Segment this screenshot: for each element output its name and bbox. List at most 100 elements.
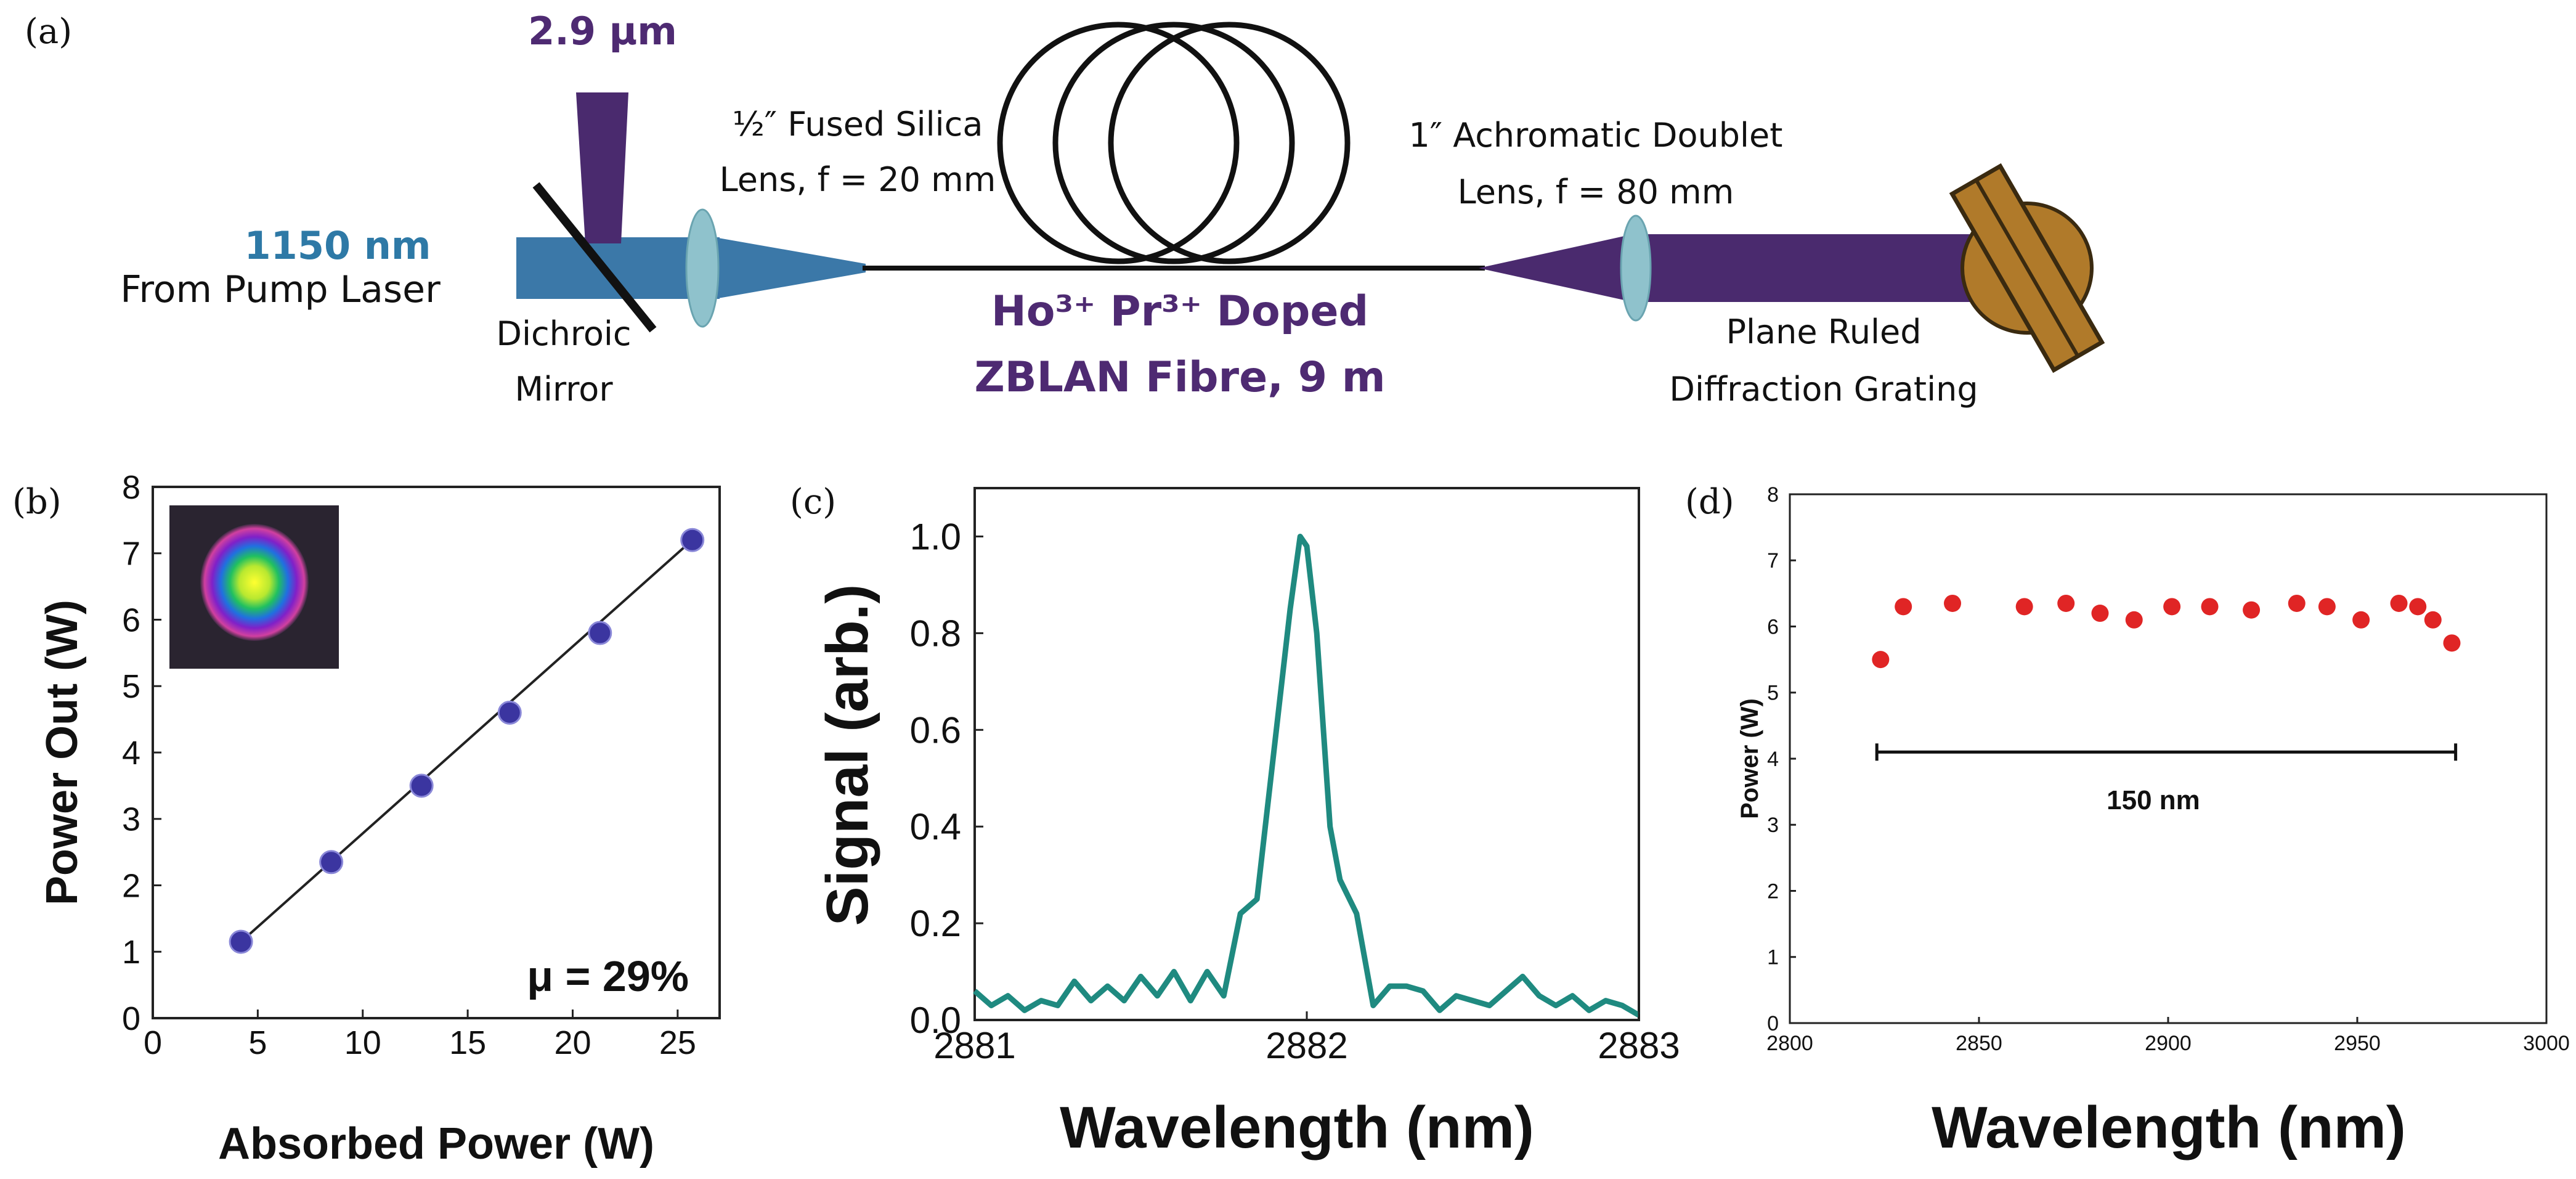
grating-label-line1: Plane Ruled [1726, 312, 1921, 351]
y-tick-label: 0 [1767, 1012, 1779, 1035]
x-axis-label: Wavelength (nm) [1932, 1095, 2406, 1161]
grating-label-line2: Diffraction Grating [1669, 370, 1978, 409]
lens1-label-line1: ½″ Fused Silica [733, 105, 983, 144]
achromatic-doublet-lens [1620, 214, 1652, 322]
output-wavelength-label: 2.9 µm [528, 9, 677, 54]
data-point [680, 528, 705, 552]
y-tick-label: 4 [1767, 748, 1779, 771]
y-tick-label: 0.6 [910, 709, 961, 751]
output-beam-vertical [576, 92, 628, 243]
x-tick-label: 5 [248, 1024, 267, 1061]
panel-label-a: (a) [25, 12, 72, 52]
output-beam-collimated [1630, 234, 1984, 302]
data-point [1872, 651, 1890, 669]
lens2-label-line1: 1″ Achromatic Doublet [1409, 116, 1783, 155]
range-bar [1875, 743, 2458, 761]
data-point [319, 850, 344, 875]
y-tick-label: 3 [122, 801, 140, 838]
pump-wavelength-label: 1150 nm [245, 223, 431, 268]
mirror-label-line2: Mirror [514, 370, 613, 409]
chart-signal-spectrum: 2881 2882 2883 0.0 0.2 0.4 0.6 0.8 1.0 Waveleng… [815, 487, 1680, 1161]
lens2-label-line2: Lens, f = 80 mm [1458, 173, 1734, 211]
y-tick-label: 6 [1767, 615, 1779, 638]
y-axis-label: Signal (arb.) [815, 584, 880, 926]
lens1-label-line2: Lens, f = 20 mm [720, 160, 996, 199]
x-tick-label: 20 [554, 1024, 591, 1061]
y-tick-label: 5 [122, 668, 140, 705]
pump-source-label: From Pump Laser [120, 268, 441, 311]
data-point [2243, 601, 2261, 619]
data-point [1944, 594, 1962, 612]
pump-focus-cone [715, 237, 866, 299]
dichroic-mirror [532, 182, 657, 333]
x-tick-label: 2883 [1598, 1025, 1680, 1066]
panel-label-d: (d) [1685, 482, 1734, 522]
x-tick-label: 2850 [1956, 1032, 2002, 1055]
data-point [2390, 594, 2408, 612]
y-tick-label: 8 [122, 469, 140, 506]
fibre-label-line1: Ho³⁺ Pr³⁺ Doped [991, 287, 1368, 336]
data-point [2352, 611, 2370, 629]
x-axis-label: Absorbed Power (W) [218, 1119, 654, 1169]
linear-fit-line [240, 539, 694, 943]
diffraction-grating [1949, 163, 2105, 373]
y-tick-label: 0.0 [910, 1000, 961, 1041]
y-tick-label: 5 [1767, 682, 1779, 705]
x-tick-label: 0 [144, 1024, 162, 1061]
spectrum-line [973, 533, 1641, 1018]
data-point [2424, 611, 2442, 629]
data-point [588, 621, 612, 645]
plot-frame [1789, 493, 2548, 1024]
x-tick-label: 2900 [2145, 1032, 2192, 1055]
y-tick-label: 7 [1767, 549, 1779, 573]
data-point [1895, 598, 1912, 616]
x-tick-label: 15 [449, 1024, 486, 1061]
range-annotation: 150 nm [2107, 785, 2200, 815]
x-tick-label: 25 [659, 1024, 696, 1061]
slope-efficiency-annotation: μ = 29% [527, 952, 689, 1000]
y-tick-label: 3 [1767, 814, 1779, 837]
y-tick-label: 1 [122, 934, 140, 971]
data-point [2091, 605, 2109, 622]
y-tick-label: 2 [122, 867, 140, 904]
data-point [2057, 594, 2075, 612]
data-point [2288, 594, 2306, 612]
x-tick-label: 2800 [1766, 1032, 1813, 1055]
data-point [229, 929, 253, 954]
data-point [2163, 598, 2181, 616]
output-diverging-cone [1479, 234, 1633, 302]
x-tick-label: 3000 [2523, 1032, 2570, 1055]
y-tick-label: 1.0 [910, 516, 961, 557]
fibre-coil [997, 22, 1351, 264]
chart-tuning-range: 2800 2850 2900 2950 3000 0 1 2 3 4 5 6 7 8 150 nm Wa… [1736, 483, 2570, 1161]
data-point [497, 700, 522, 725]
data-point [2201, 598, 2219, 616]
data-point [409, 773, 434, 798]
y-tick-label: 6 [122, 602, 140, 638]
y-axis-label: Power Out (W) [38, 600, 87, 905]
mirror-label-line1: Dichroic [496, 314, 631, 353]
fibre-label-line2: ZBLAN Fibre, 9 m [974, 353, 1385, 402]
x-tick-label: 10 [344, 1024, 381, 1061]
setup-diagram: (a) 2.9 µm 11 [25, 9, 2105, 409]
data-point [2409, 598, 2427, 616]
y-axis-label: Power (W) [1736, 698, 1763, 819]
data-point [2318, 598, 2336, 616]
data-point [2015, 598, 2033, 616]
beam-profile-inset [169, 505, 339, 669]
x-tick-label: 2950 [2334, 1032, 2381, 1055]
y-tick-label: 2 [1767, 879, 1779, 903]
x-tick-label: 2882 [1266, 1025, 1347, 1066]
y-tick-label: 0 [122, 1000, 140, 1037]
data-point [2443, 634, 2461, 652]
y-tick-label: 7 [122, 536, 140, 573]
x-tick-label: 2881 [933, 1025, 1015, 1066]
y-tick-label: 1 [1767, 946, 1779, 969]
chart-power-out: 0 5 10 15 20 25 0 1 2 3 4 5 6 7 8 μ = 29% Absorbed Po… [38, 469, 721, 1169]
y-tick-label: 0.4 [910, 806, 961, 847]
panel-label-c: (c) [790, 482, 836, 522]
y-tick-label: 0.8 [910, 613, 961, 654]
y-tick-label: 4 [122, 735, 140, 772]
x-axis-label: Wavelength (nm) [1060, 1095, 1534, 1161]
